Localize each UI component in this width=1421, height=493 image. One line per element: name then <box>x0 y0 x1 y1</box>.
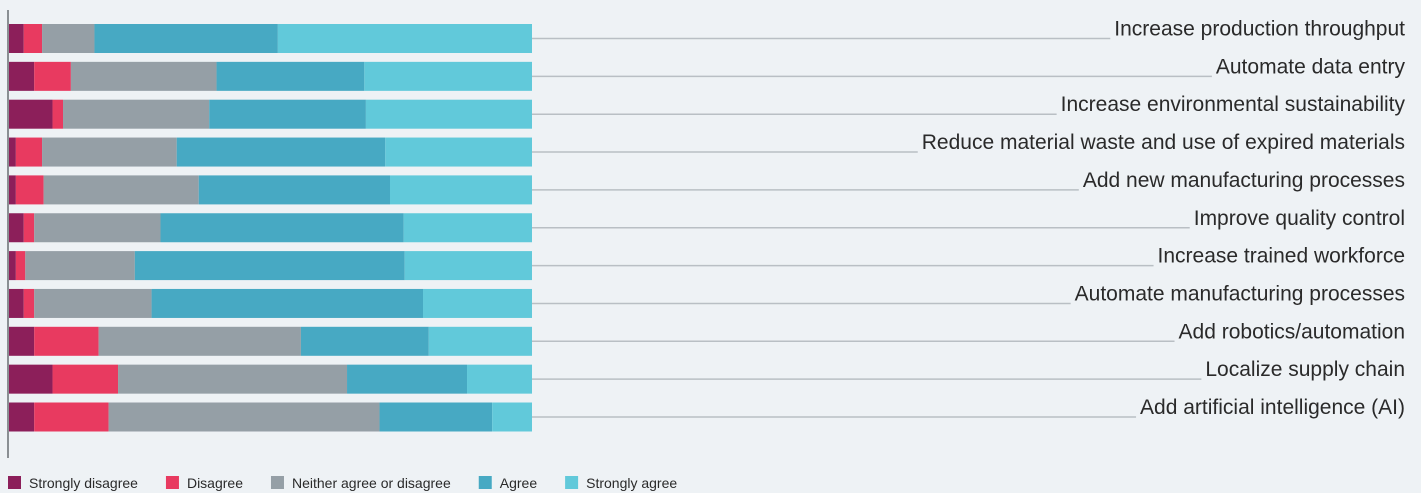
bar-neither-agree-or-disagree-2 <box>70 61 217 91</box>
bar-disagree-7 <box>15 251 26 281</box>
bar-agree-4 <box>176 137 386 167</box>
bar-strongly-disagree-7 <box>8 251 16 281</box>
bar-strongly-agree-7 <box>404 251 532 281</box>
legend-swatch-disagree <box>165 476 179 489</box>
bar-disagree-6 <box>23 213 35 243</box>
bar-strongly-agree-6 <box>403 213 532 243</box>
category-label-4: Reduce material waste and use of expired… <box>922 131 1405 154</box>
category-label-3: Increase environmental sustainability <box>1061 93 1406 116</box>
bar-strongly-agree-2 <box>364 61 532 91</box>
bar-strongly-disagree-11 <box>8 402 35 432</box>
label-mask-6 <box>1189 223 1409 232</box>
category-labels: Increase production throughput Automate d… <box>917 18 1410 421</box>
legend-label-strongly-agree: Strongly agree <box>586 475 677 491</box>
bar-disagree-8 <box>23 288 35 318</box>
label-mask-2 <box>1211 72 1410 81</box>
category-label-5: Add new manufacturing processes <box>1083 169 1405 192</box>
label-mask-8 <box>1070 299 1409 308</box>
label-mask-10 <box>1201 375 1410 384</box>
bar-disagree-1 <box>23 24 43 53</box>
bar-neither-agree-or-disagree-10 <box>118 364 348 394</box>
bar-neither-agree-or-disagree-7 <box>25 251 135 281</box>
bar-strongly-disagree-5 <box>8 175 16 205</box>
bar-disagree-2 <box>34 61 71 91</box>
bar-neither-agree-or-disagree-11 <box>108 402 380 432</box>
legend-label-strongly-disagree: Strongly disagree <box>29 475 138 491</box>
legend-swatch-neither-agree-or-disagree <box>270 476 284 489</box>
bar-strongly-agree-10 <box>467 364 532 394</box>
label-mask-4 <box>917 148 1409 157</box>
category-label-7: Increase trained workforce <box>1158 245 1405 268</box>
bar-disagree-11 <box>34 402 109 432</box>
bar-neither-agree-or-disagree-9 <box>98 326 301 356</box>
bar-strongly-agree-11 <box>492 402 532 432</box>
bar-strongly-agree-8 <box>423 288 532 318</box>
category-label-8: Automate manufacturing processes <box>1075 282 1405 305</box>
legend: Strongly disagree Disagree Neither agree o… <box>8 475 677 491</box>
bar-strongly-disagree-8 <box>8 288 24 318</box>
bar-disagree-5 <box>15 175 44 205</box>
label-mask-5 <box>1078 185 1409 194</box>
bars <box>8 24 532 432</box>
bar-disagree-3 <box>52 99 64 129</box>
bar-neither-agree-or-disagree-6 <box>34 213 161 243</box>
legend-swatch-agree <box>478 476 492 489</box>
label-mask-9 <box>1174 337 1409 346</box>
bar-agree-1 <box>94 24 278 53</box>
bar-neither-agree-or-disagree-1 <box>42 24 95 53</box>
bar-agree-3 <box>209 99 366 129</box>
label-mask-3 <box>1056 110 1410 119</box>
bar-strongly-disagree-10 <box>8 364 53 394</box>
bar-strongly-agree-5 <box>390 175 532 205</box>
category-label-10: Localize supply chain <box>1205 358 1405 381</box>
bar-agree-7 <box>134 251 405 281</box>
bar-neither-agree-or-disagree-5 <box>43 175 199 205</box>
bar-neither-agree-or-disagree-4 <box>42 137 177 167</box>
bar-disagree-10 <box>52 364 119 394</box>
category-label-6: Improve quality control <box>1194 207 1405 230</box>
legend-swatch-strongly-disagree <box>8 476 21 489</box>
bar-disagree-4 <box>15 137 43 167</box>
bar-agree-9 <box>300 326 429 356</box>
bar-neither-agree-or-disagree-3 <box>63 99 210 129</box>
category-label-1: Increase production throughput <box>1114 18 1405 41</box>
bar-strongly-disagree-6 <box>8 213 24 243</box>
bar-strongly-disagree-9 <box>8 326 35 356</box>
bar-agree-10 <box>347 364 468 394</box>
category-label-2: Automate data entry <box>1216 55 1406 78</box>
category-label-9: Add robotics/automation <box>1179 320 1405 343</box>
bar-strongly-agree-1 <box>277 24 532 53</box>
legend-label-disagree: Disagree <box>187 475 243 491</box>
legend-swatch-strongly-agree <box>565 476 579 489</box>
bar-agree-2 <box>216 61 365 91</box>
bar-strongly-disagree-1 <box>8 24 24 53</box>
bar-neither-agree-or-disagree-8 <box>34 288 152 318</box>
bar-strongly-disagree-3 <box>8 99 53 129</box>
bar-strongly-agree-4 <box>385 137 532 167</box>
label-mask-7 <box>1153 261 1409 270</box>
label-mask-1 <box>1110 34 1410 43</box>
bar-agree-6 <box>160 213 404 243</box>
bar-agree-11 <box>379 402 493 432</box>
legend-label-agree: Agree <box>500 475 538 491</box>
bar-agree-5 <box>198 175 390 205</box>
bar-strongly-agree-3 <box>365 99 532 129</box>
bar-strongly-disagree-2 <box>8 61 35 91</box>
bar-strongly-disagree-4 <box>8 137 16 167</box>
legend-label-neither-agree-or-disagree: Neither agree or disagree <box>292 475 451 491</box>
bar-strongly-agree-9 <box>428 326 532 356</box>
bar-agree-8 <box>151 288 424 318</box>
label-mask-11 <box>1136 413 1409 421</box>
bar-disagree-9 <box>34 326 99 356</box>
category-label-11: Add artificial intelligence (AI) <box>1140 396 1405 419</box>
